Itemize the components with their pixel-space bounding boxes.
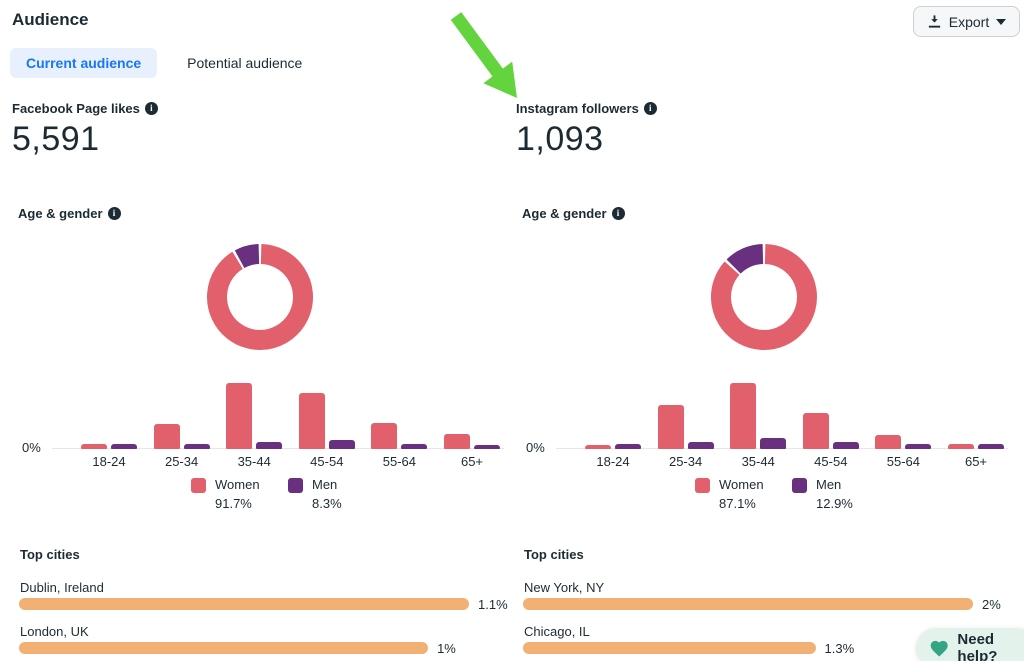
women-bar xyxy=(226,383,253,449)
city-bar xyxy=(19,642,429,654)
age-category-label: 45-54 xyxy=(310,454,344,469)
men-bar xyxy=(760,438,787,449)
women-bar xyxy=(444,434,470,449)
age-category-label: 35-44 xyxy=(741,454,775,469)
instagram-column: Instagram followers 1,093 Age & gender 0… xyxy=(504,0,1024,661)
age-category-label: 18-24 xyxy=(92,454,126,469)
legend-men-pct: 8.3% xyxy=(312,496,342,511)
women-bar xyxy=(153,424,180,449)
donut-segment xyxy=(207,244,313,350)
men-bar xyxy=(474,445,500,449)
facebook-column: Facebook Page likes 5,591 Age & gender 0… xyxy=(0,0,520,661)
legend-men-swatch xyxy=(792,478,807,493)
legend-women-label: Women xyxy=(719,477,764,492)
axis-zero-label: 0% xyxy=(526,440,545,455)
city-bar xyxy=(523,642,816,654)
age-category-label: 18-24 xyxy=(596,454,630,469)
export-button[interactable]: Export xyxy=(913,6,1020,37)
tab-current-audience[interactable]: Current audience xyxy=(10,48,158,78)
legend-men-swatch xyxy=(288,478,303,493)
legend-women-pct: 91.7% xyxy=(215,496,252,511)
men-bar xyxy=(687,442,714,449)
age-category-label: 25-34 xyxy=(668,454,703,469)
heart-icon xyxy=(930,640,948,656)
metric-value: 5,591 xyxy=(12,120,100,158)
city-name: Dublin, Ireland xyxy=(20,580,104,595)
city-bar xyxy=(523,598,973,610)
city-pct: 1.1% xyxy=(478,597,508,612)
top-cities-title: Top cities xyxy=(20,547,80,562)
legend-women-swatch xyxy=(695,478,710,493)
women-bar xyxy=(81,443,107,449)
audience-tabs: Current audience Potential audience xyxy=(10,48,318,78)
legend-women-label: Women xyxy=(215,477,260,492)
men-bar xyxy=(978,443,1004,449)
metric-value: 1,093 xyxy=(516,120,604,158)
women-bar xyxy=(875,434,902,449)
help-button[interactable]: Need help? xyxy=(916,628,1024,661)
donut-segment xyxy=(234,244,260,269)
women-bar xyxy=(371,422,398,449)
women-bar xyxy=(730,383,757,449)
women-bar xyxy=(298,392,325,449)
help-label: Need help? xyxy=(957,631,998,661)
download-icon xyxy=(928,15,940,28)
city-pct: 2% xyxy=(982,597,1001,612)
city-pct: 1.3% xyxy=(824,641,855,656)
city-bar xyxy=(19,598,469,610)
city-name: Chicago, IL xyxy=(524,624,590,639)
city-name: New York, NY xyxy=(524,580,605,595)
export-label: Export xyxy=(948,13,990,30)
info-icon[interactable] xyxy=(643,102,657,115)
age-gender-title: Age & gender xyxy=(18,206,121,221)
age-gender-donut xyxy=(711,244,817,350)
city-pct: 1% xyxy=(437,641,456,656)
age-category-label: 55-64 xyxy=(886,454,921,469)
metric-label: Facebook Page likes xyxy=(12,101,158,116)
metric-label-text: Instagram followers xyxy=(516,101,639,116)
donut-segment xyxy=(726,244,764,275)
women-bar xyxy=(948,444,974,449)
legend-men-pct: 12.9% xyxy=(816,496,853,511)
city-name: London, UK xyxy=(20,624,89,639)
women-bar xyxy=(585,445,611,449)
legend-men-label: Men xyxy=(816,477,842,492)
axis-zero-label: 0% xyxy=(22,440,41,455)
metric-label-text: Facebook Page likes xyxy=(12,101,140,116)
info-icon[interactable] xyxy=(144,102,158,115)
legend-men-label: Men xyxy=(312,477,338,492)
men-bar xyxy=(256,442,283,449)
women-bar xyxy=(802,413,829,449)
men-bar xyxy=(615,443,641,449)
tab-potential-audience[interactable]: Potential audience xyxy=(187,55,303,71)
age-category-label: 55-64 xyxy=(382,454,417,469)
men-bar xyxy=(328,439,355,449)
age-gender-title: Age & gender xyxy=(522,206,625,221)
donut-segment xyxy=(711,244,817,350)
men-bar xyxy=(905,444,932,449)
info-icon[interactable] xyxy=(611,207,625,220)
legend-women-swatch xyxy=(191,478,206,493)
age-category-label: 45-54 xyxy=(814,454,848,469)
men-bar xyxy=(832,442,859,449)
caret-down-icon xyxy=(996,18,1007,25)
women-bar xyxy=(657,404,684,449)
age-category-label: 35-44 xyxy=(237,454,271,469)
men-bar xyxy=(111,443,137,449)
age-category-label: 65+ xyxy=(964,454,988,469)
page-title: Audience xyxy=(12,10,89,29)
top-cities-title: Top cities xyxy=(524,547,584,562)
age-gender-title-text: Age & gender xyxy=(522,206,607,221)
age-category-label: 25-34 xyxy=(164,454,199,469)
men-bar xyxy=(183,443,210,449)
age-gender-title-text: Age & gender xyxy=(18,206,103,221)
men-bar xyxy=(401,443,428,449)
info-icon[interactable] xyxy=(107,207,121,220)
metric-label: Instagram followers xyxy=(516,101,657,116)
legend-women-pct: 87.1% xyxy=(719,496,756,511)
age-gender-donut xyxy=(207,244,313,350)
age-category-label: 65+ xyxy=(460,454,484,469)
